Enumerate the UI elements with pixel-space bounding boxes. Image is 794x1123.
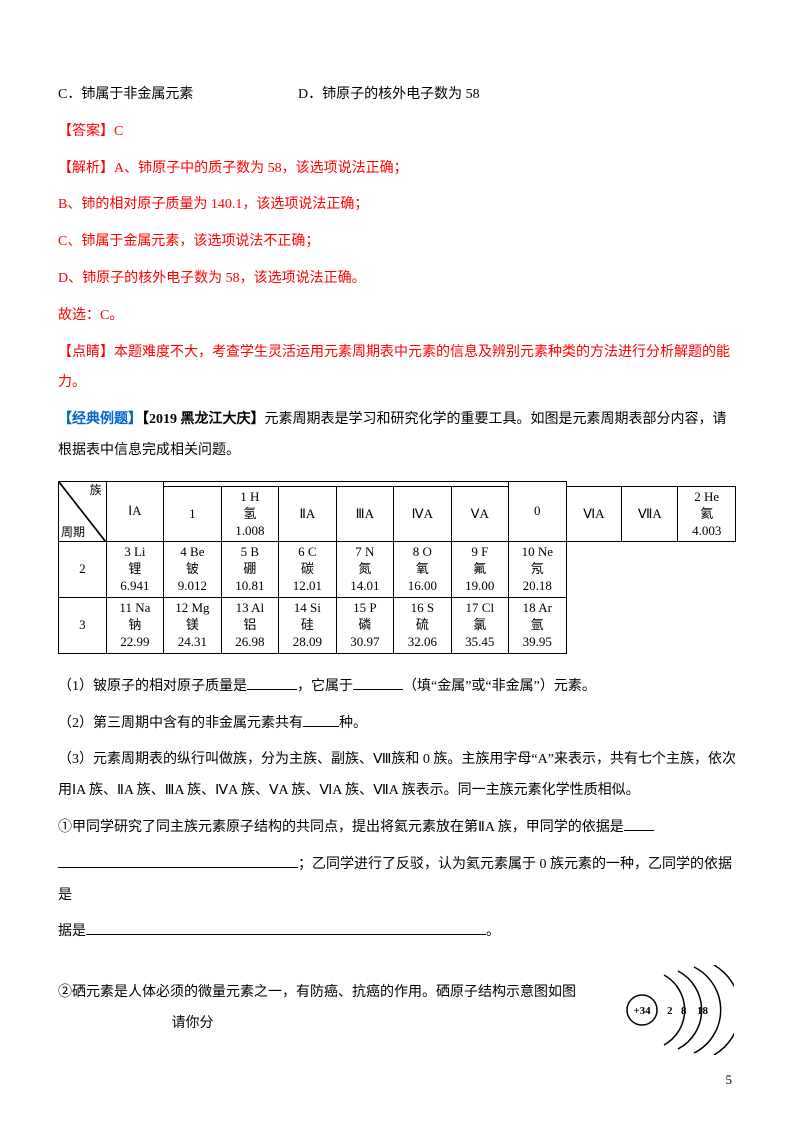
group-0: 0 <box>509 481 566 542</box>
cell-n: 7 N氮14.01 <box>336 542 393 598</box>
question-3-1-cont: ；乙同学进行了反驳，认为氦元素属于 0 族元素的一种，乙同学的依据是 <box>58 850 736 912</box>
sub-4a: ⅣA <box>394 486 451 542</box>
blank <box>247 674 297 689</box>
analysis-a: 【解析】A、铈原子中的质子数为 58，该选项说法正确； <box>58 154 736 185</box>
corner-top: 族 <box>90 483 102 499</box>
sub-6a: ⅥA <box>566 486 622 542</box>
svg-text:2: 2 <box>667 1005 673 1017</box>
question-1: （1）铍原子的相对原子质量是，它属于（填“金属”或“非金属”）元素。 <box>58 672 736 703</box>
cell-mg: 12 Mg镁24.31 <box>164 598 221 654</box>
example-tag: 【经典例题】 <box>58 412 142 427</box>
corner-bottom: 周期 <box>61 525 85 541</box>
table-corner: 族 周期 <box>59 481 107 542</box>
cell-p: 15 P磷30.97 <box>336 598 393 654</box>
answer-label: 【答案】C <box>58 117 736 148</box>
example-intro: 【经典例题】【2019 黑龙江大庆】元素周期表是学习和研究化学的重要工具。如图是… <box>58 405 736 467</box>
cell-cl: 17 Cl氯35.45 <box>451 598 508 654</box>
cell-f: 9 F氟19.00 <box>451 542 508 598</box>
blank <box>303 711 339 726</box>
option-d: D．铈原子的核外电子数为 58 <box>298 80 480 111</box>
options-cd: C．铈属于非金属元素 D．铈原子的核外电子数为 58 <box>58 80 736 111</box>
blank <box>86 920 486 935</box>
cell-he: 2 He氦4.003 <box>678 486 736 542</box>
cell-ar: 18 Ar氩39.95 <box>509 598 566 654</box>
periodic-table: 族 周期 ⅠA 0 1 1 H氢1.008 ⅡA ⅢA ⅣA ⅤA ⅥA ⅦA … <box>58 481 736 654</box>
option-c: C．铈属于非金属元素 <box>58 80 298 111</box>
cell-al: 13 Al铝26.98 <box>221 598 278 654</box>
period-1: 1 <box>164 486 221 542</box>
sub-5a: ⅤA <box>451 486 508 542</box>
cell-b: 5 B硼10.81 <box>221 542 278 598</box>
analysis-c: C、铈属于金属元素，该选项说法不正确； <box>58 227 736 258</box>
tip: 【点睛】本题难度不大，考查学生灵活运用元素周期表中元素的信息及辨别元素种类的方法… <box>58 338 736 400</box>
atom-structure-diagram: +34 2 8 18 <box>624 965 734 1055</box>
cell-c: 6 C碳12.01 <box>279 542 336 598</box>
example-source: 【2019 黑龙江大庆】 <box>142 412 265 427</box>
blank <box>58 852 298 867</box>
question-3-1: ①甲同学研究了同主族元素原子结构的共同点，提出将氦元素放在第ⅡA 族，甲同学的依… <box>58 813 736 844</box>
page-number: 5 <box>726 1066 733 1095</box>
analysis-d: D、铈原子的核外电子数为 58，该选项说法正确。 <box>58 264 736 295</box>
nucleus-label: +34 <box>633 1005 651 1017</box>
question-2: （2）第三周期中含有的非金属元素共有种。 <box>58 709 736 740</box>
period-2: 2 <box>59 542 107 598</box>
cell-ne: 10 Ne氖20.18 <box>509 542 566 598</box>
question-3-1-end: 据是。 <box>58 917 736 948</box>
sub-7a: ⅦA <box>622 486 678 542</box>
sub-3a: ⅢA <box>336 486 393 542</box>
question-3-intro: （3）元素周期表的纵行叫做族，分为主族、副族、Ⅷ族和 0 族。主族用字母“A”来… <box>58 745 736 807</box>
cell-li: 3 Li锂6.941 <box>106 542 163 598</box>
blank <box>624 816 654 831</box>
sub-2a: ⅡA <box>279 486 336 542</box>
analysis-b: B、铈的相对原子质量为 140.1，该选项说法正确； <box>58 190 736 221</box>
cell-be: 4 Be铍9.012 <box>164 542 221 598</box>
blank <box>353 674 403 689</box>
cell-na: 11 Na钠22.99 <box>106 598 163 654</box>
cell-h: 1 H氢1.008 <box>221 486 278 542</box>
svg-text:8: 8 <box>681 1005 687 1017</box>
cell-si: 14 Si硅28.09 <box>279 598 336 654</box>
cell-s: 16 S硫32.06 <box>394 598 451 654</box>
group-1a: ⅠA <box>106 481 163 542</box>
period-3: 3 <box>59 598 107 654</box>
cell-o: 8 O氧16.00 <box>394 542 451 598</box>
svg-text:18: 18 <box>697 1005 709 1017</box>
conclusion: 故选：C。 <box>58 301 736 332</box>
